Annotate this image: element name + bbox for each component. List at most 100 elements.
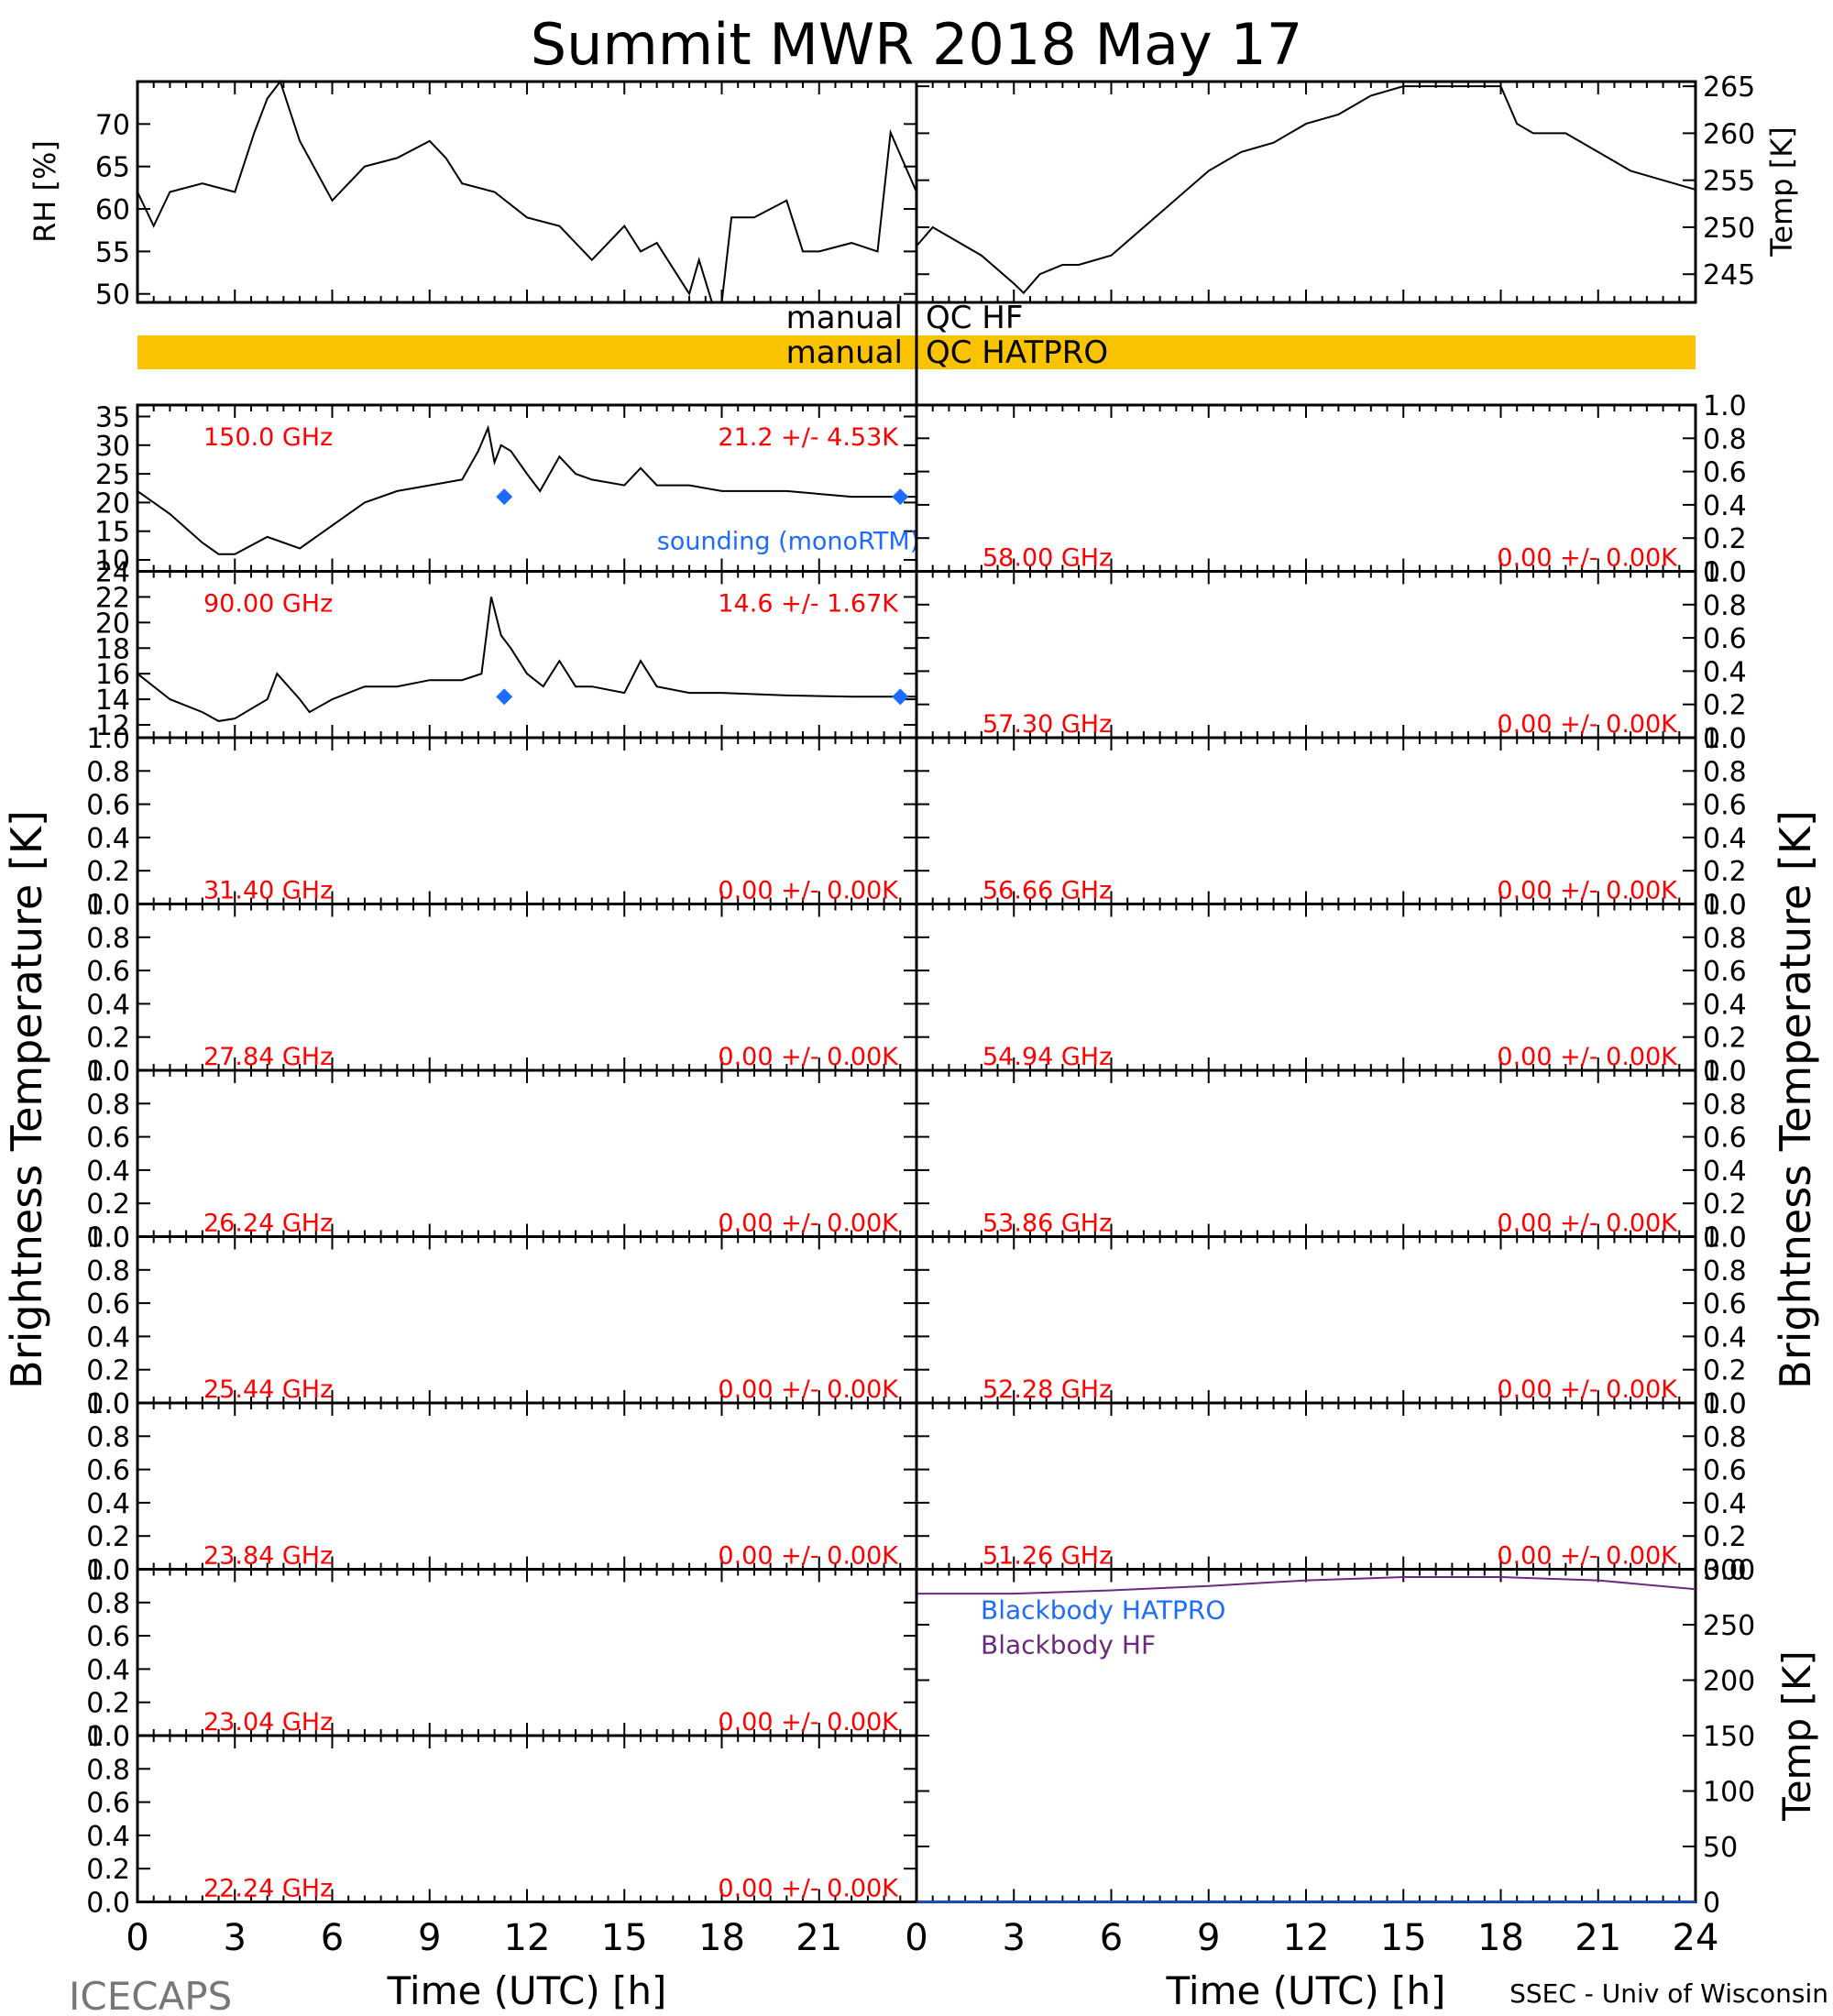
y-tick-label: 0.4 xyxy=(1703,1156,1747,1188)
y-tick-label: 25 xyxy=(95,459,130,491)
temp-ylabel: Temp [K] xyxy=(1764,126,1799,257)
y-tick-label: 0.0 xyxy=(1703,723,1747,755)
y-tick-label: 15 xyxy=(95,517,130,549)
y-tick-label: 0.2 xyxy=(86,1688,130,1720)
x-tick-label-right: 24 xyxy=(1673,1917,1719,1959)
y-tick-label: 0.4 xyxy=(1703,1488,1747,1520)
y-tick-label: 0.2 xyxy=(1703,1521,1747,1553)
y-tick-label: 12 xyxy=(95,710,130,742)
stats-label: 0.00 +/- 0.00K xyxy=(718,1708,899,1737)
y-tick-label: 0.0 xyxy=(86,1555,130,1587)
y-tick-label: 24 xyxy=(95,557,130,589)
x-tick-label-right: 21 xyxy=(1575,1917,1621,1959)
y-tick-label: 30 xyxy=(95,431,130,463)
y-tick-label: 0.8 xyxy=(1703,756,1747,788)
y-tick-label: 0.4 xyxy=(86,1156,130,1188)
panel-frame-temp xyxy=(915,80,1697,304)
channel-label: 52.28 GHz xyxy=(982,1375,1112,1404)
sounding-point xyxy=(496,488,513,506)
y-tick-label: 0.6 xyxy=(86,1621,130,1653)
legend-hf: Blackbody HF xyxy=(981,1630,1156,1660)
qc-hatpro-label-qc: QC HATPRO xyxy=(926,334,1108,371)
y-tick-label: 0.4 xyxy=(86,1654,130,1686)
y-tick-label: 10 xyxy=(95,545,130,577)
y-tick-label: 0.4 xyxy=(86,823,130,855)
x-tick-label-right: 3 xyxy=(1003,1917,1026,1959)
y-tick-label: 0.6 xyxy=(1703,790,1747,822)
y-tick-label: 0.8 xyxy=(86,1754,130,1786)
y-tick-label: 0.6 xyxy=(1703,623,1747,655)
y-tick-label: 0.2 xyxy=(86,1355,130,1387)
y-tick-label: 265 xyxy=(1703,71,1755,104)
y-tick-label: 0.0 xyxy=(86,890,130,922)
y-tick-label: 300 xyxy=(1703,1555,1755,1587)
y-tick-label: 1.0 xyxy=(1703,723,1747,755)
x-tick-label-left: 6 xyxy=(321,1917,344,1959)
y-tick-label: 0.6 xyxy=(1703,1455,1747,1487)
y-tick-label: 0.0 xyxy=(86,1222,130,1255)
y-tick-label: 0.4 xyxy=(1703,1321,1747,1353)
sounding-point xyxy=(892,688,909,706)
y-tick-label: 0.8 xyxy=(86,1588,130,1620)
y-tick-label: 0.8 xyxy=(86,756,130,788)
channel-label: 90.00 GHz xyxy=(203,590,333,619)
channel-label: 57.30 GHz xyxy=(982,710,1112,739)
y-tick-label: 0.6 xyxy=(1703,1123,1747,1155)
x-tick-label-right: 15 xyxy=(1380,1917,1427,1959)
y-tick-label: 1.0 xyxy=(1703,1056,1747,1088)
y-tick-label: 50 xyxy=(95,279,130,312)
y-tick-label: 0.0 xyxy=(86,1721,130,1753)
y-tick-label: 0.4 xyxy=(86,1488,130,1520)
y-tick-label: 0.2 xyxy=(1703,856,1747,888)
y-tick-label: 0.8 xyxy=(1703,1421,1747,1453)
right-ylabel: Brightness Temperature [K] xyxy=(1771,810,1820,1389)
y-tick-label: 1.0 xyxy=(1703,890,1747,922)
y-tick-label: 250 xyxy=(1703,1610,1755,1642)
qc-hf-label-qc: QC HF xyxy=(926,300,1023,336)
y-tick-label: 50 xyxy=(1703,1832,1738,1864)
y-tick-label: 0.2 xyxy=(86,1521,130,1553)
y-tick-label: 0.4 xyxy=(1703,490,1747,522)
panel-frame-rh xyxy=(136,80,918,304)
x-tick-label-right: 18 xyxy=(1477,1917,1524,1959)
y-tick-label: 1.0 xyxy=(86,1555,130,1587)
y-tick-label: 0.0 xyxy=(1703,1222,1747,1255)
y-tick-label: 20 xyxy=(95,608,130,640)
sounding-point xyxy=(496,688,513,706)
x-tick-label-right: 0 xyxy=(905,1917,927,1959)
y-tick-label: 0.2 xyxy=(1703,1355,1747,1387)
y-tick-label: 0.0 xyxy=(86,1388,130,1420)
y-tick-label: 1.0 xyxy=(1703,390,1747,422)
x-axis-label-right: Time (UTC) [h] xyxy=(1166,1968,1446,2013)
y-tick-label: 0.2 xyxy=(86,1023,130,1055)
y-tick-label: 0.8 xyxy=(86,1255,130,1287)
stats-label: 0.00 +/- 0.00K xyxy=(718,1875,899,1903)
y-tick-label: 20 xyxy=(95,488,130,520)
channel-label: 54.94 GHz xyxy=(982,1043,1112,1071)
y-tick-label: 250 xyxy=(1703,213,1755,245)
stats-label: 21.2 +/- 4.53K xyxy=(718,423,899,452)
y-tick-label: 0.2 xyxy=(1703,1189,1747,1221)
footer-right: SSEC - Univ of Wisconsin xyxy=(1509,1978,1828,2009)
y-tick-label: 16 xyxy=(95,659,130,691)
y-tick-label: 22 xyxy=(95,582,130,614)
stats-label: 0.00 +/- 0.00K xyxy=(1497,1542,1678,1571)
y-tick-label: 0.4 xyxy=(1703,656,1747,688)
stats-label: 14.6 +/- 1.67K xyxy=(718,590,899,619)
y-tick-label: 60 xyxy=(95,194,130,226)
legend-hatpro: Blackbody HATPRO xyxy=(981,1595,1225,1626)
y-tick-label: 0.6 xyxy=(86,956,130,988)
y-tick-label: 0.6 xyxy=(86,790,130,822)
y-tick-label: 150 xyxy=(1703,1721,1755,1753)
y-tick-label: 14 xyxy=(95,685,130,717)
y-tick-label: 1.0 xyxy=(86,1388,130,1420)
stats-label: 0.00 +/- 0.00K xyxy=(718,877,899,905)
qc-hf-label-manual: manual xyxy=(786,300,903,336)
y-tick-label: 0.6 xyxy=(86,1123,130,1155)
y-tick-label: 1.0 xyxy=(1703,1388,1747,1420)
x-tick-label-left: 12 xyxy=(504,1917,551,1959)
footer-left: ICECAPS xyxy=(69,1974,232,2016)
x-tick-label-left: 9 xyxy=(418,1917,441,1959)
series-line-tb150-0 xyxy=(137,424,916,555)
